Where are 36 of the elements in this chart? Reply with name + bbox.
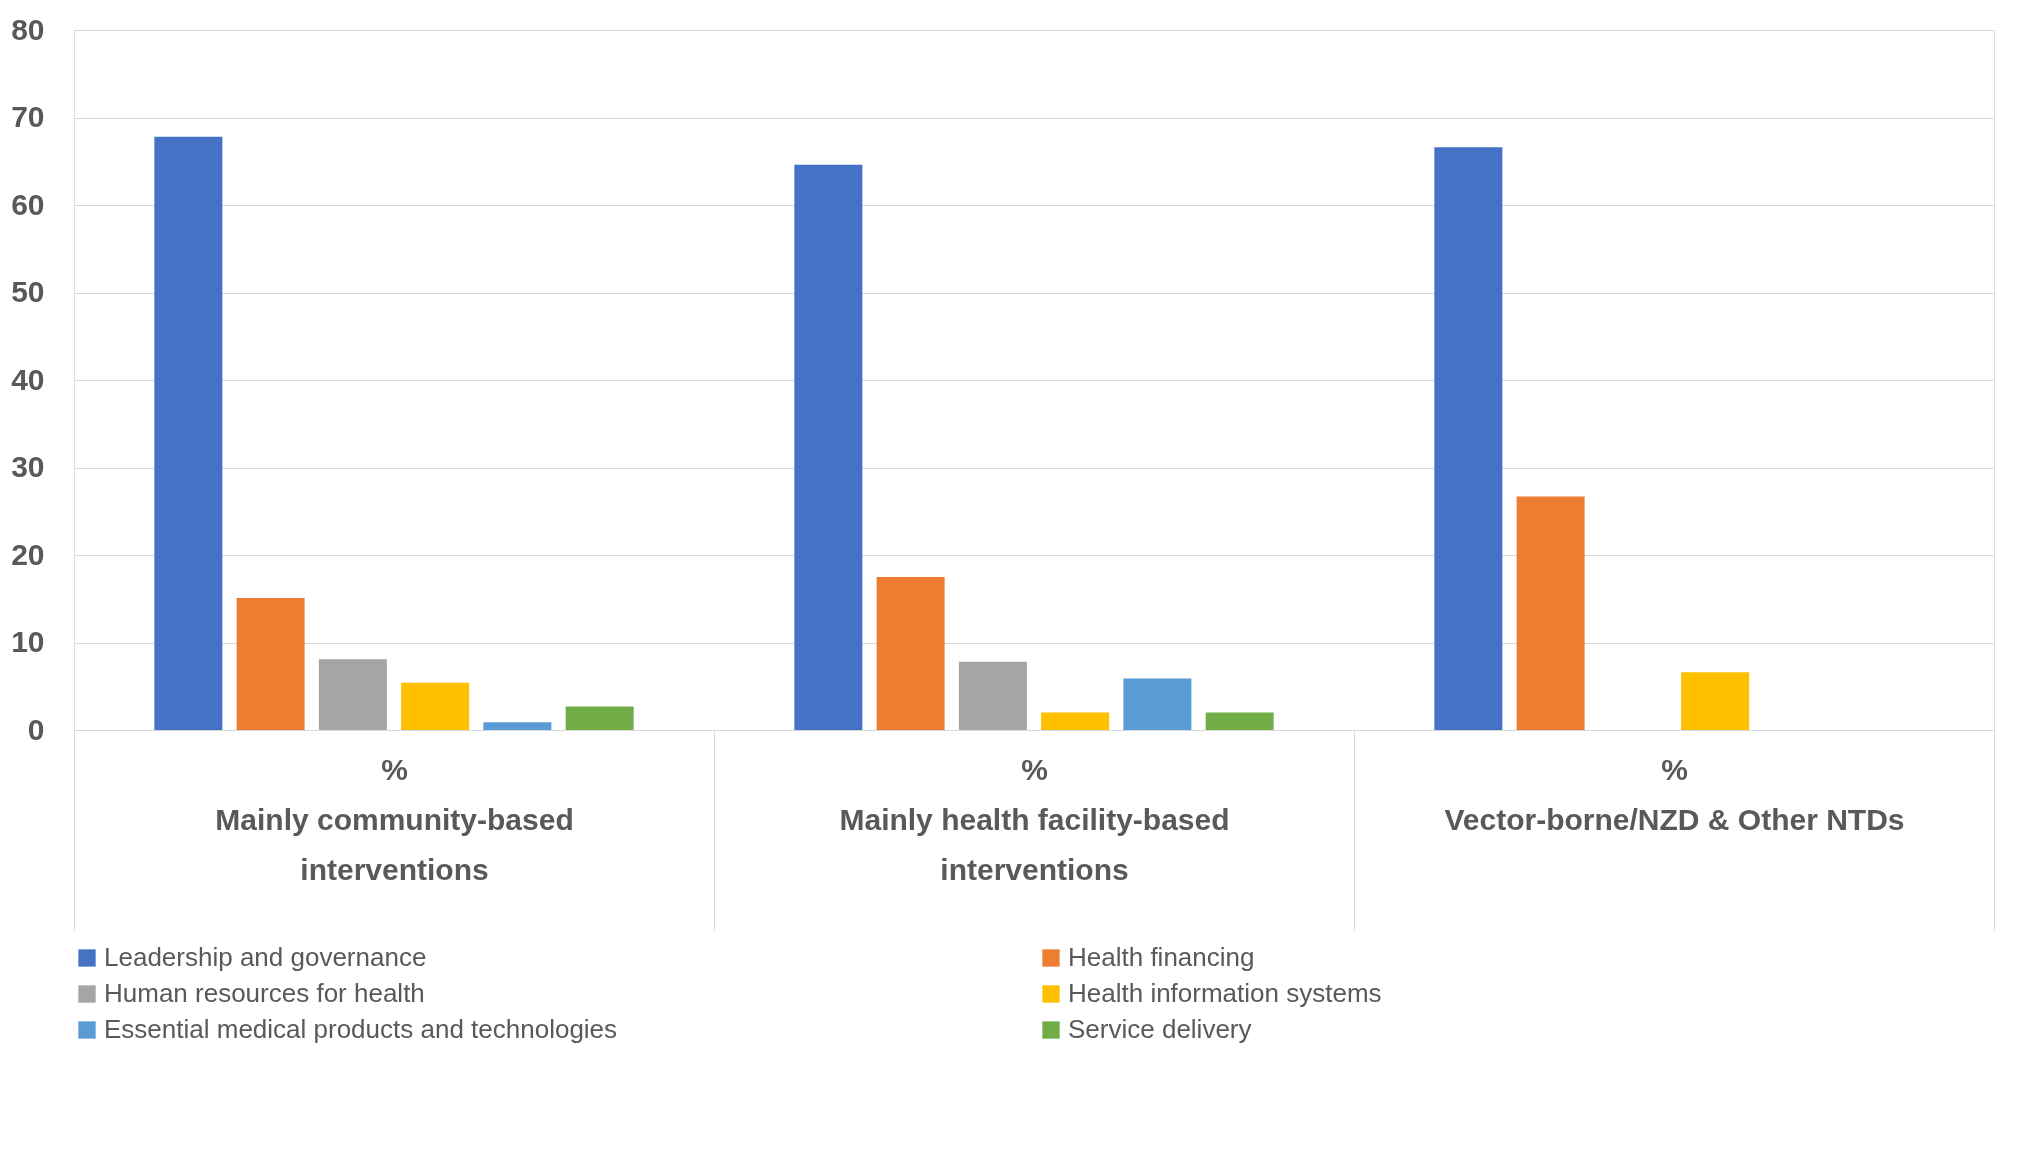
legend-label: Essential medical products and technologies: [104, 1014, 618, 1044]
text: %: [1021, 752, 1048, 786]
y-tick-label: 10: [11, 625, 45, 658]
bar: [154, 136, 223, 730]
bar: [876, 576, 945, 730]
y-tick-label: 60: [11, 187, 45, 221]
x-tick-label: Vector-borne/NZD & Other NTDs: [1444, 802, 1905, 836]
bar: [236, 597, 305, 730]
bar: [318, 659, 387, 730]
y-tick-label: 80: [11, 12, 45, 46]
bar: [1205, 712, 1274, 730]
legend-label: Leadership and governance: [104, 942, 427, 972]
y-tick-label: 70: [11, 100, 45, 133]
legend-label: Human resources for health: [104, 978, 425, 1008]
bar: [1434, 147, 1503, 730]
bar: [1516, 496, 1585, 730]
legend-label: Health information systems: [1068, 978, 1382, 1008]
bar: [565, 706, 634, 730]
y-tick-label: 40: [11, 362, 45, 396]
x-tick-label: Mainly health facility-based interventions: [839, 802, 1230, 886]
legend-label: Service delivery: [1068, 1014, 1252, 1044]
bar: [401, 682, 470, 730]
bar: [1041, 712, 1110, 730]
bar: [794, 164, 863, 730]
legend-label: Health financing: [1068, 942, 1255, 972]
text: %: [1661, 752, 1688, 786]
bar: [1123, 678, 1192, 730]
x-tick-label: Mainly community-based interventions: [215, 802, 574, 886]
y-tick-label: 50: [11, 275, 45, 308]
y-tick-label: 30: [11, 450, 45, 483]
bar: [483, 722, 552, 730]
bar: [1681, 672, 1750, 730]
bar: [958, 661, 1027, 730]
x-axis-title: %: [381, 752, 408, 786]
y-tick-label: 20: [11, 537, 45, 571]
y-tick-label: 0: [27, 712, 45, 746]
